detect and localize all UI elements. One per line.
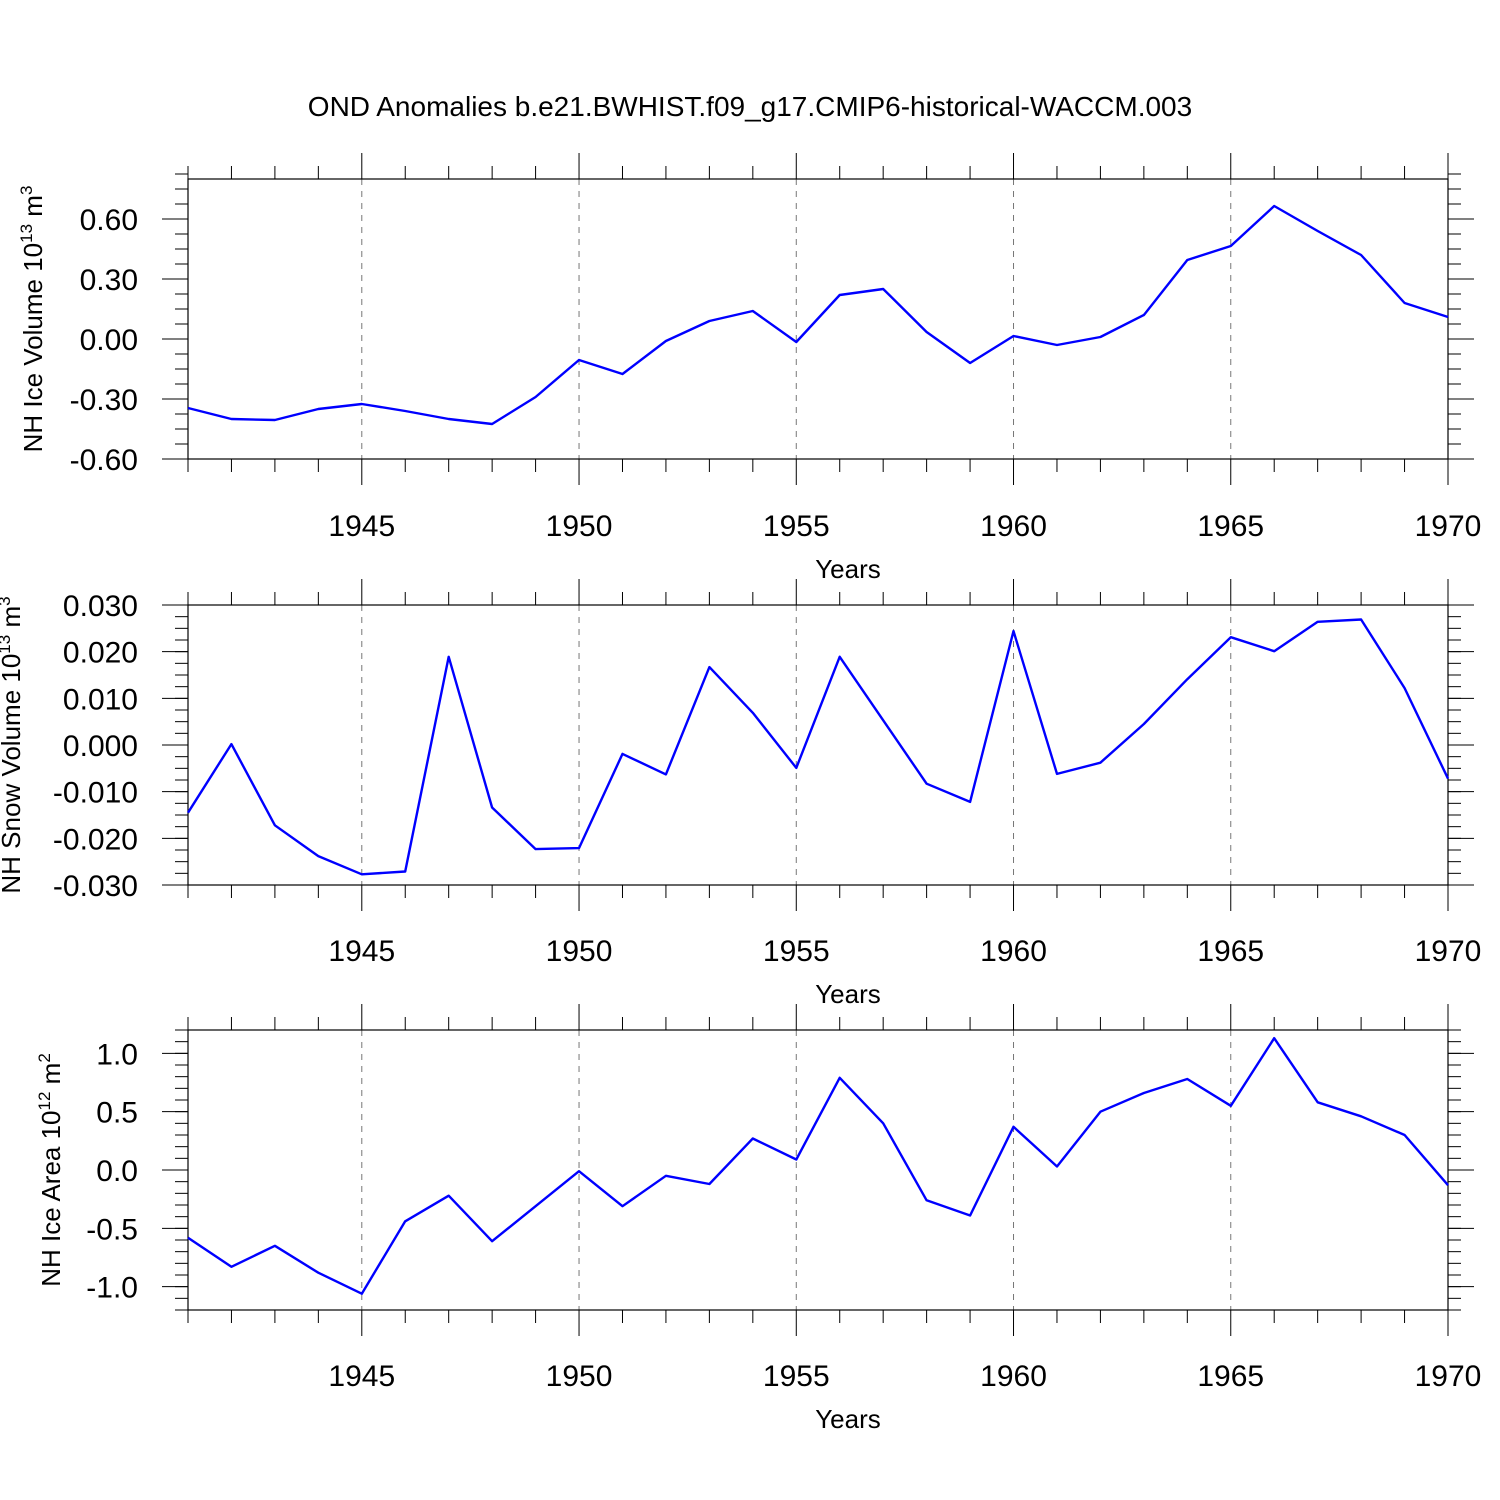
y-tick-label: 0.5 [96,1097,138,1130]
y-axis-label: NH Ice Volume 1013 m3 [17,186,48,453]
x-tick-label: 1950 [546,1360,613,1393]
y-axis-label: NH Snow Volume 1013 m3 [0,596,26,893]
y-axis-label-text: NH Snow Volume 10 [0,654,26,894]
chart-panel-3: 1945 1950 1955 1960 1965 1970 -1.0 -0.5 0.0 0.5 1.… [35,1004,1481,1434]
data-series-line [186,618,1450,876]
y-axis-label-unit-exponent: 3 [0,596,14,605]
y-tick-label: -0.5 [86,1213,138,1246]
y-tick-label: -0.30 [70,384,138,417]
x-tick-label: 1950 [546,935,613,968]
y-axis-label-unit: m [18,195,48,224]
plot-frame [187,178,1449,460]
x-tick-label: 1955 [763,935,830,968]
y-tick-label: 0.010 [63,683,138,716]
chart-panel-2: 1945 1950 1955 1960 1965 1970 -0.030 -0.020 -0.0… [0,579,1481,1009]
x-tick-label: 1960 [980,1360,1047,1393]
y-axis-label-text: NH Ice Volume 10 [18,243,48,453]
x-tick-label: 1970 [1415,510,1482,543]
y-tick-label: 0.030 [63,590,138,623]
panels-group: 1945 1950 1955 1960 1965 1970 -0.60 -0.30 0.00 0.… [0,153,1481,1434]
y-axis-label-exponent: 13 [17,224,36,243]
y-axis-label-unit: m [0,606,26,635]
y-axis-label-unit-exponent: 3 [17,186,36,195]
x-tick-label: 1960 [980,510,1047,543]
figure-title: OND Anomalies b.e21.BWHIST.f09_g17.CMIP6… [308,91,1192,122]
y-tick-label: 1.0 [96,1038,138,1071]
y-tick-label: 0.020 [63,637,138,670]
x-tick-label: 1945 [328,935,395,968]
x-tick-label: 1965 [1197,510,1264,543]
x-tick-label: 1945 [328,510,395,543]
x-tick-label: 1965 [1197,935,1264,968]
y-tick-label: -1.0 [86,1272,138,1305]
y-axis-label-unit: m [36,1063,66,1092]
data-series-line [187,204,1449,426]
x-tick-label: 1955 [763,1360,830,1393]
y-axis-label-exponent: 12 [35,1092,54,1111]
x-tick-label: 1965 [1197,1360,1264,1393]
y-axis-label: NH Ice Area 1012 m2 [35,1053,66,1287]
y-tick-label: -0.60 [70,444,138,477]
y-tick-label: 0.000 [63,730,138,763]
x-tick-label: 1945 [328,1360,395,1393]
y-axis-label-unit-exponent: 2 [35,1053,54,1062]
x-tick-label: 1950 [546,510,613,543]
x-axis-label: Years [815,1404,881,1434]
x-tick-label: 1960 [980,935,1047,968]
y-tick-label: 0.00 [80,324,138,357]
x-axis-label: Years [815,979,881,1009]
y-tick-label: -0.010 [53,777,138,810]
y-tick-label: -0.030 [53,870,138,903]
y-tick-label: 0.30 [80,264,138,297]
x-tick-label: 1955 [763,510,830,543]
data-series-line [187,1036,1449,1295]
y-tick-label: -0.020 [53,823,138,856]
y-tick-label: 0.60 [80,204,138,237]
chart-panel-1: 1945 1950 1955 1960 1965 1970 -0.60 -0.30 0.00 0.… [17,153,1481,584]
x-axis-label: Years [815,554,881,584]
y-axis-label-text: NH Ice Area 10 [36,1110,66,1286]
y-tick-label: 0.0 [96,1155,138,1188]
x-tick-label: 1970 [1415,935,1482,968]
x-tick-label: 1970 [1415,1360,1482,1393]
y-axis-label-exponent: 13 [0,635,14,654]
